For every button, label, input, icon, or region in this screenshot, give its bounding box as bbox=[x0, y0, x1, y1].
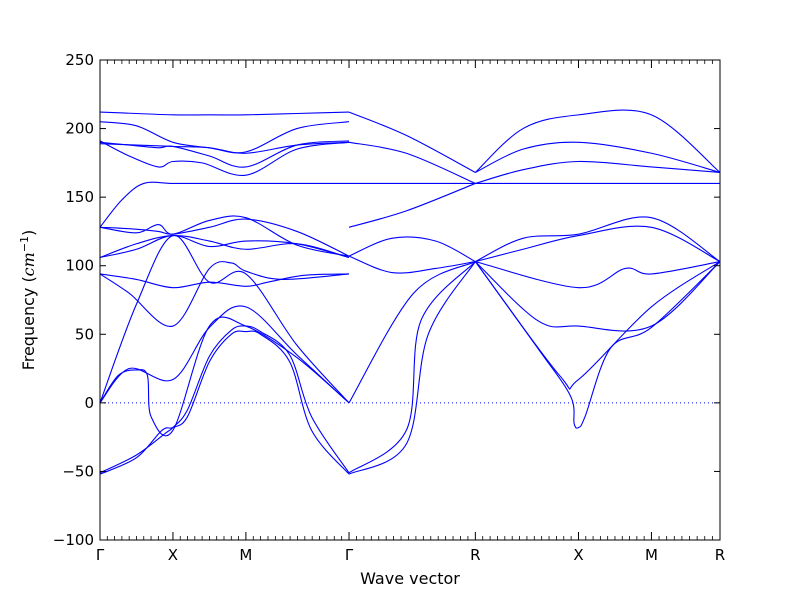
dispersion-curves bbox=[99, 109, 721, 475]
x-tick-label: Γ bbox=[96, 546, 105, 564]
band-line-11 bbox=[99, 273, 350, 289]
y-axis-label-close: ) bbox=[19, 230, 38, 236]
band-line-32 bbox=[475, 225, 721, 263]
y-tick-label: 100 bbox=[65, 257, 94, 275]
band-line-27 bbox=[474, 109, 721, 173]
x-tick-label: R bbox=[470, 546, 480, 564]
x-tick-label: R bbox=[715, 546, 725, 564]
band-line-31 bbox=[475, 216, 721, 263]
band-line-13 bbox=[99, 234, 350, 404]
band-line-6 bbox=[99, 181, 350, 228]
band-line-18 bbox=[348, 261, 476, 475]
y-tick-label: 250 bbox=[65, 51, 94, 69]
y-tick-label: 200 bbox=[65, 120, 94, 138]
band-line-33 bbox=[475, 261, 721, 289]
band-line-8 bbox=[99, 215, 350, 257]
y-axis-label-unit: cm bbox=[19, 252, 38, 276]
x-tick-label: M bbox=[645, 546, 658, 564]
band-line-28 bbox=[475, 141, 721, 173]
x-tick-label: M bbox=[239, 546, 252, 564]
band-line-3 bbox=[99, 140, 350, 176]
band-line-19 bbox=[348, 261, 476, 474]
y-tick-label: −50 bbox=[62, 462, 94, 480]
y-tick-label: −100 bbox=[53, 531, 94, 549]
band-line-2 bbox=[99, 121, 350, 154]
y-axis-label-main: Frequency ( bbox=[19, 276, 38, 370]
band-line-25 bbox=[348, 111, 476, 173]
y-tick-label: 50 bbox=[75, 325, 94, 343]
band-line-7 bbox=[99, 218, 350, 257]
y-axis-label: Frequency (cm−1) bbox=[18, 230, 39, 371]
y-tick-label: 0 bbox=[84, 394, 94, 412]
band-line-14 bbox=[99, 305, 350, 404]
band-line-24 bbox=[348, 141, 476, 184]
x-axis-label: Wave vector bbox=[360, 569, 460, 588]
band-line-23 bbox=[348, 182, 476, 228]
x-tick-label: Γ bbox=[345, 546, 354, 564]
band-line-12 bbox=[99, 261, 350, 327]
band-line-36 bbox=[474, 261, 721, 390]
band-line-10 bbox=[99, 234, 350, 259]
band-line-29 bbox=[475, 160, 721, 184]
plot-frame bbox=[99, 59, 721, 541]
band-line-5 bbox=[99, 141, 350, 154]
band-line-21 bbox=[348, 236, 476, 263]
y-axis-ticks: −100 −50 0 50 100 150 200 250 bbox=[53, 51, 720, 549]
band-line-22 bbox=[348, 255, 476, 274]
band-line-16 bbox=[99, 330, 350, 475]
band-line-20 bbox=[348, 261, 476, 404]
band-line-34 bbox=[474, 261, 721, 332]
x-tick-label: X bbox=[168, 546, 178, 564]
band-line-1 bbox=[99, 111, 350, 116]
y-tick-label: 150 bbox=[65, 188, 94, 206]
band-line-15 bbox=[99, 316, 350, 437]
y-axis-label-exponent: −1 bbox=[18, 236, 31, 252]
band-line-17 bbox=[99, 325, 350, 474]
x-tick-label: X bbox=[573, 546, 583, 564]
